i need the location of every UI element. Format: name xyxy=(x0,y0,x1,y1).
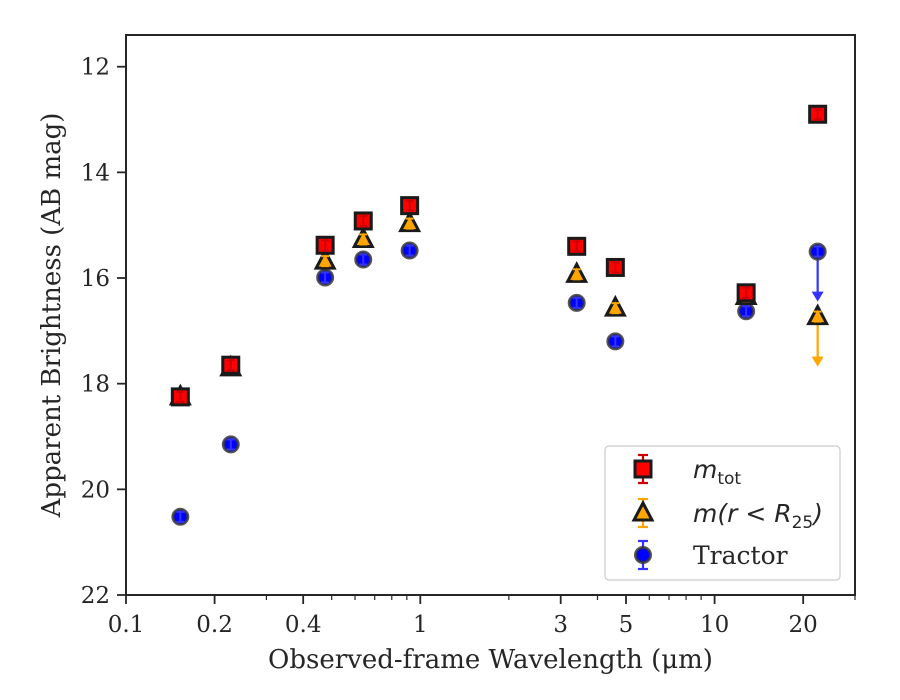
y-tick-label: 14 xyxy=(81,160,110,186)
y-tick-label: 16 xyxy=(81,266,110,292)
error-bar xyxy=(359,233,368,246)
error-bar xyxy=(813,108,822,121)
legend-marker-mtot xyxy=(633,453,653,485)
series-square xyxy=(170,104,828,407)
error-bar xyxy=(405,244,414,257)
x-tick-label: 0.1 xyxy=(108,612,145,638)
error-bar xyxy=(359,253,368,266)
legend-marker-shape xyxy=(633,459,653,479)
error-bar xyxy=(226,438,235,451)
error-bar xyxy=(405,217,414,230)
data-series xyxy=(168,104,830,526)
x-tick-label: 20 xyxy=(789,612,818,638)
legend-label-tractor: Tractor xyxy=(693,541,788,570)
x-axis-label: Observed-frame Wavelength (μm) xyxy=(268,645,713,675)
error-bar xyxy=(321,255,330,268)
error-bar xyxy=(611,302,620,315)
legend-marker-m-r25 xyxy=(631,497,655,529)
legend-label-m-r25: m(r < R25) xyxy=(693,499,823,533)
error-bar xyxy=(611,261,620,274)
error-bar xyxy=(226,359,235,372)
error-bar xyxy=(321,271,330,284)
legend-label-mtot: mtot xyxy=(693,455,741,489)
error-bar xyxy=(813,310,822,323)
series-triangle xyxy=(168,210,830,406)
legend-box xyxy=(604,445,841,581)
error-bar xyxy=(176,510,185,523)
error-bar xyxy=(611,335,620,348)
axis-ticks: 0.1 0.2 0.4 1 3 5 10 20 12 14 16 18 20 22 xyxy=(81,55,856,638)
error-bar xyxy=(359,214,368,227)
x-tick-label: 3 xyxy=(553,612,568,638)
legend-marker-tractor xyxy=(634,539,652,571)
marker-shape xyxy=(633,459,653,479)
y-axis-label: Apparent Brightness (AB mag) xyxy=(37,113,67,519)
error-bar xyxy=(742,286,751,299)
error-bar xyxy=(572,296,581,309)
legend-marker-shape xyxy=(631,499,655,522)
error-bar xyxy=(321,239,330,252)
error-bar xyxy=(176,390,185,403)
plot-frame xyxy=(125,34,856,596)
legend-marker-shape xyxy=(634,546,652,564)
error-bar xyxy=(572,240,581,253)
x-tick-label: 10 xyxy=(700,612,729,638)
x-tick-label: 0.2 xyxy=(196,612,233,638)
x-tick-label: 5 xyxy=(619,612,634,638)
error-bar xyxy=(813,245,822,258)
legend: mtot m(r < R25) Tractor xyxy=(604,445,841,581)
x-tick-label: 1 xyxy=(413,612,428,638)
error-bar xyxy=(572,268,581,281)
y-tick-label: 12 xyxy=(81,55,110,81)
x-tick-label: 0.4 xyxy=(285,612,322,638)
y-tick-label: 20 xyxy=(81,477,110,503)
y-tick-label: 22 xyxy=(81,583,110,609)
error-bar xyxy=(742,305,751,318)
error-bar xyxy=(405,199,414,212)
marker-shape xyxy=(631,499,655,522)
marker-shape xyxy=(634,546,652,564)
y-tick-label: 18 xyxy=(81,372,110,398)
